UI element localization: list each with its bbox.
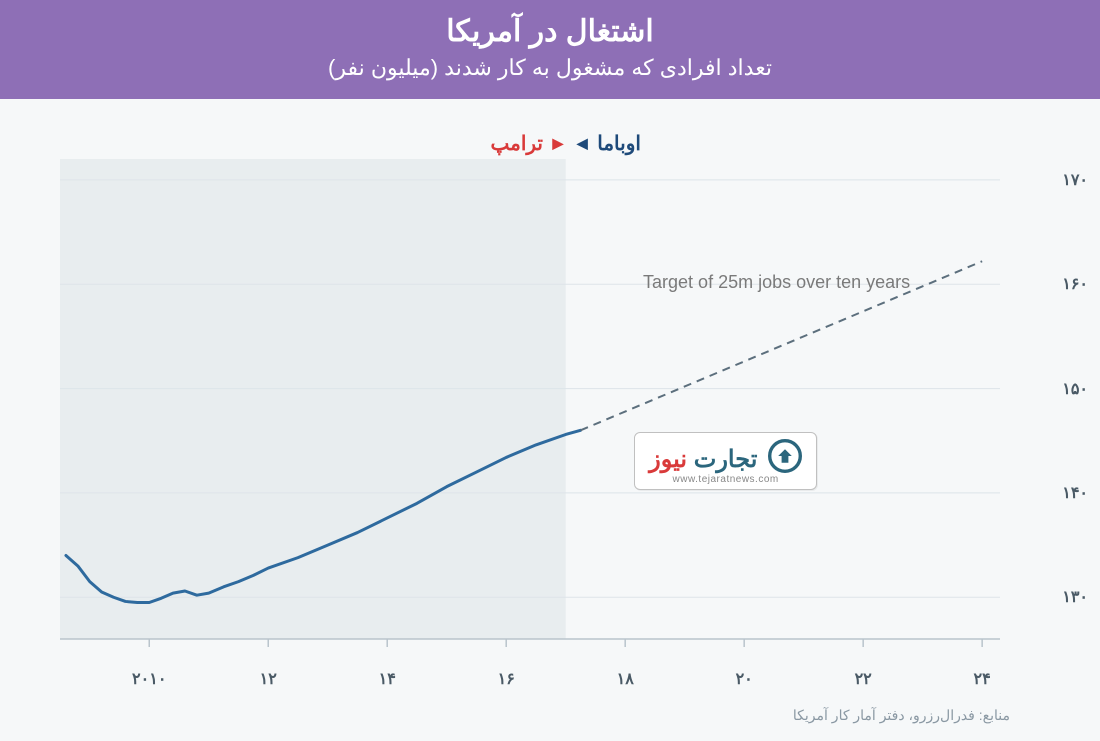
- triangle-left-icon: ◀: [577, 135, 588, 151]
- y-axis-tick: ۱۳۰: [1062, 587, 1088, 607]
- x-axis-tick: ۲۰۱۰: [132, 669, 166, 689]
- x-axis-tick: ۱۴: [379, 669, 396, 689]
- y-axis-tick: ۱۶۰: [1062, 274, 1088, 294]
- x-axis-tick: ۱۲: [260, 669, 277, 689]
- chart-title: اشتغال در آمریکا: [0, 14, 1100, 49]
- x-axis-tick: ۱۸: [617, 669, 634, 689]
- logo-icon: [768, 439, 802, 473]
- logo-text-a: تجارت: [694, 446, 758, 473]
- legend-obama: اوباما ◀: [567, 133, 641, 155]
- chart-subtitle: تعداد افرادی که مشغول به کار شدند (میلیو…: [0, 55, 1100, 81]
- y-axis-tick: ۱۵۰: [1062, 379, 1088, 399]
- target-annotation: Target of 25m jobs over ten years: [643, 272, 910, 293]
- y-axis-tick: ۱۷۰: [1062, 170, 1088, 190]
- x-axis-tick: ۲۲: [855, 669, 872, 689]
- legend: اوباما ◀ ▶ ترامپ: [76, 131, 1056, 156]
- x-axis-tick: ۲۴: [974, 669, 991, 689]
- logo-url: www.tejaratnews.com: [649, 474, 802, 485]
- header-banner: اشتغال در آمریکا تعداد افرادی که مشغول ب…: [0, 0, 1100, 99]
- legend-obama-label: اوباما: [597, 133, 641, 155]
- x-axis-tick: ۱۶: [498, 669, 515, 689]
- y-axis-tick: ۱۴۰: [1062, 483, 1088, 503]
- source-text: منابع: فدرال‌رزرو، دفتر آمار کار آمریکا: [0, 707, 1010, 724]
- legend-trump: ▶ ترامپ: [490, 133, 567, 155]
- x-axis-tick: ۲۰: [736, 669, 753, 689]
- legend-trump-label: ترامپ: [490, 133, 543, 155]
- chart-area: اوباما ◀ ▶ ترامپ ۱۳۰۱۴۰۱۵۰۱۶۰۱۷۰۲۰۱۰۱۲۱۴…: [60, 139, 1040, 659]
- chart-svg: [60, 139, 1040, 659]
- logo-text-b: نیوز: [649, 446, 694, 473]
- watermark-logo: تجارت نیوز www.tejaratnews.com: [634, 432, 817, 490]
- triangle-right-icon: ▶: [553, 135, 564, 151]
